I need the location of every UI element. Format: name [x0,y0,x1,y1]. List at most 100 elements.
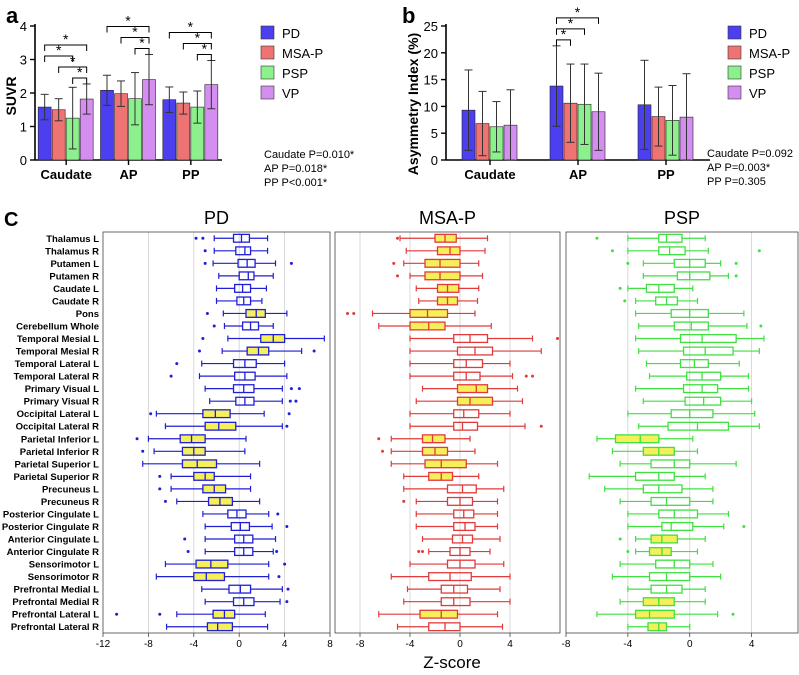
significance-bracket [556,39,571,46]
significance-bracket [182,43,212,50]
outlier-point [759,324,763,328]
box-msa-p-prefrontal-lateral-l [419,609,459,619]
region-label-precuneus-l: Precuneus L [42,484,99,495]
outlier-point [556,337,559,341]
outlier-point [294,399,298,403]
y-tick-label: 2 [20,86,27,101]
x-tick-label: -8 [356,639,365,650]
region-label-posterior-cingulate-l: Posterior Cingulate L [3,509,99,520]
significance-bracket [44,55,74,62]
outlier-point [175,362,179,366]
outlier-point [396,236,399,240]
region-label-pons: Pons [76,309,99,320]
outlier-point [539,424,543,428]
p-value-annotation: PP P=0.305 [707,176,766,188]
y-tick-label: 1 [20,120,27,135]
region-label-occipital-lateral-l: Occipital Lateral L [17,409,100,420]
region-label-thalamus-r: Thalamus R [45,246,99,257]
box-msa-p-putamen-r [424,271,461,281]
x-tick-label: 4 [749,639,755,650]
outlier-point [183,537,187,541]
box-pd-prefrontal-lateral-r [206,622,234,632]
outlier-point [163,499,167,503]
outlier-point [623,299,627,303]
box-psp-putamen-r [676,271,711,281]
box-psp-prefrontal-lateral-l [634,609,675,619]
region-label-anterior-cingulate-r: Anterior Cingulate R [7,547,100,558]
box-msa-p-prefrontal-medial-r [440,597,471,607]
box-msa-p-occipital-lateral-r [453,421,479,431]
significance-bracket [72,77,88,84]
significance-star: * [63,31,69,47]
x-tick-label: -4 [623,639,632,650]
significance-bracket [168,32,212,39]
panel-a-letter: a [6,3,19,28]
region-label-prefrontal-medial-r: Prefrontal Medial R [12,597,99,608]
box-psp-primary-visual-l [682,384,719,394]
significance-star: * [202,41,208,57]
b-ylabel: Asymmetry Index (%) [405,33,421,175]
outlier-point [626,550,630,554]
region-label-parietal-inferior-l: Parietal Inferior L [21,434,99,445]
panel-title-pd: PD [204,208,229,228]
significance-star: * [132,23,138,39]
x-tick-label-pp: PP [182,167,200,182]
region-label-sensorimotor-l: Sensorimotor L [29,560,99,571]
outlier-point [285,600,289,604]
p-value-annotation: AP P=0.018* [264,163,328,175]
x-tick-label: 0 [457,639,463,650]
y-tick-label: 10 [424,99,438,114]
significance-star: * [568,15,574,31]
panel-frame-pd [102,231,331,634]
outlier-point [285,524,289,528]
significance-bracket [106,25,150,33]
x-tick-label-ap: AP [119,167,137,182]
legend-swatch-msa-p [260,45,275,60]
significance-bracket [134,47,150,55]
region-label-thalamus-l: Thalamus L [46,234,99,245]
x-tick-label-caudate: Caudate [464,167,515,182]
box-psp-caudate-l [645,283,675,293]
significance-bracket [556,28,585,35]
box-msa-p-thalamus-r [436,246,461,256]
legend-label-msa-p: MSA-P [749,46,790,61]
x-tick-label: -4 [189,639,198,650]
outlier-point [201,337,205,341]
box-msa-p-sensorimotor-l [446,559,476,569]
box-psp-sensorimotor-r [648,572,691,582]
legend-label-psp: PSP [282,66,308,81]
outlier-point [757,249,761,253]
legend-swatch-psp [727,65,742,80]
x-tick-label: -8 [144,639,153,650]
box-psp-parietal-inferior-l [614,434,660,444]
p-value-annotation: Caudate P=0.092 [707,148,793,160]
box-psp-occipital-lateral-l [670,409,714,419]
region-label-temporal-mesial-l: Temporal Mesial L [17,334,99,345]
panel-title-psp: PSP [664,208,700,228]
outlier-point [149,412,153,416]
outlier-point [352,311,356,315]
x-tick-label: -4 [406,639,415,650]
region-label-parietal-superior-r: Parietal Superior R [13,472,99,483]
outlier-point [618,286,622,290]
region-label-anterior-cingulate-l: Anterior Cingulate L [8,535,100,546]
outlier-point [158,474,162,478]
significance-star: * [56,42,62,58]
panel-frame-psp [565,231,799,634]
panel-title-msa-p: MSA-P [419,208,476,228]
box-msa-p-occipital-lateral-l [453,409,480,419]
region-label-caudate-r: Caudate R [52,296,99,307]
outlier-point [135,437,139,441]
outlier-point [421,550,424,554]
panel-c-letter: C [4,209,18,231]
significance-star: * [188,19,194,35]
box-pd-parietal-superior-r [193,471,215,481]
legend-swatch-msa-p [727,45,742,60]
box-pd-putamen-r [238,271,255,281]
significance-star: * [125,12,131,28]
outlier-point [392,261,396,265]
legend-label-msa-p: MSA-P [282,46,323,61]
box-psp-posterior-cingulate-l [658,509,699,519]
